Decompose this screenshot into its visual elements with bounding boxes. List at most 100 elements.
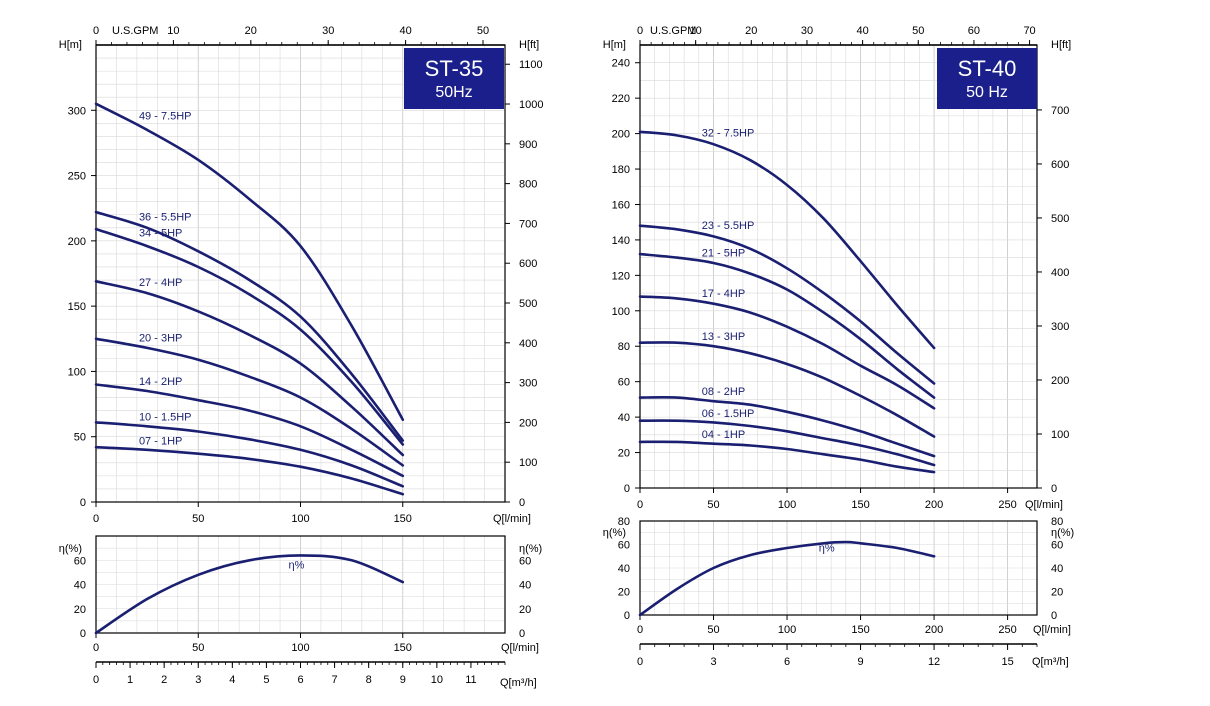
- series-label: 23 - 5.5HP: [702, 220, 755, 232]
- y-tick-label: 250: [68, 171, 86, 183]
- eff-tick-label: 20: [618, 587, 630, 599]
- curve-04-1HP: [638, 440, 936, 474]
- m3h-tick-label: 2: [161, 674, 167, 686]
- y-tick-label: 120: [612, 270, 630, 282]
- y2-tick-label: 100: [1051, 429, 1069, 441]
- m3h-tick-label: 8: [366, 674, 372, 686]
- eff-x-tick-label: 150: [394, 642, 412, 654]
- curve-17-4HP: [638, 295, 936, 410]
- y2-tick-label: 0: [1051, 483, 1057, 495]
- series-label: 17 - 4HP: [702, 288, 745, 300]
- eff-x-tick-label: 0: [637, 624, 643, 636]
- top-tick-label: 60: [968, 25, 980, 37]
- top-tick-label: 20: [245, 25, 257, 37]
- m3h-tick-label: 11: [465, 674, 476, 686]
- eff-x-tick-label: 250: [998, 624, 1016, 636]
- y2-tick-label: 600: [1051, 159, 1069, 171]
- y-tick-label: 50: [74, 432, 86, 444]
- y2-tick-label: 600: [519, 258, 537, 270]
- y-tick-label: 100: [612, 306, 630, 318]
- x-tick-label: 50: [192, 513, 204, 525]
- eff-tick-label: 20: [1051, 587, 1063, 599]
- efficiency-label: η%: [819, 543, 835, 555]
- eff-tick-label: 40: [618, 563, 630, 575]
- x-tick-label: 250: [998, 499, 1016, 511]
- model-badge: [404, 48, 504, 109]
- y2-tick-label: 300: [1051, 321, 1069, 333]
- x-axis-label: Q[l/min]: [493, 513, 531, 525]
- m3h-tick-label: 3: [195, 674, 201, 686]
- top-tick-label: 20: [745, 25, 757, 37]
- m3h-tick-label: 6: [297, 674, 303, 686]
- eff-tick-label: 0: [624, 610, 630, 622]
- top-axis-label: U.S.GPM: [650, 25, 696, 37]
- y2-tick-label: 100: [519, 457, 537, 469]
- series-label: 06 - 1.5HP: [702, 408, 755, 420]
- m3h-tick-label: 9: [400, 674, 406, 686]
- top-tick-label: 40: [399, 25, 411, 37]
- m3h-tick-label: 6: [784, 656, 790, 668]
- eff-x-tick-label: 50: [707, 624, 719, 636]
- y2-tick-label: 400: [1051, 267, 1069, 279]
- efficiency-curve: [638, 540, 936, 617]
- eff-x-tick-label: 150: [851, 624, 869, 636]
- top-axis-label: U.S.GPM: [112, 25, 158, 37]
- y-tick-label: 220: [612, 93, 630, 105]
- y-tick-label: 100: [68, 366, 86, 378]
- y2-tick-label: 300: [519, 378, 537, 390]
- curve-14-2HP: [94, 383, 405, 478]
- model-name: ST-35: [425, 56, 484, 81]
- curve-20-3HP: [94, 337, 405, 467]
- y2-tick-label: 500: [1051, 213, 1069, 225]
- y2-tick-label: 0: [519, 497, 525, 509]
- eff-tick-label: 20: [519, 604, 531, 616]
- m3h-tick-label: 7: [332, 674, 338, 686]
- curve-13-3HP: [638, 341, 936, 438]
- top-tick-label: 30: [801, 25, 813, 37]
- eff-x-axis-label: Q[l/min]: [1033, 624, 1071, 636]
- x-tick-label: 150: [394, 513, 412, 525]
- x-tick-label: 100: [291, 513, 309, 525]
- eff-tick-label: 60: [519, 555, 531, 567]
- efficiency-frame: [639, 520, 1038, 616]
- y-axis-label: H[m]: [59, 39, 82, 51]
- curve-49-7-5HP: [94, 102, 405, 421]
- y2-tick-label: 700: [1051, 105, 1069, 117]
- series-label: 08 - 2HP: [702, 386, 745, 398]
- y2-axis-label: H[ft]: [1051, 39, 1071, 51]
- eff-tick-label: 40: [1051, 563, 1063, 575]
- y-tick-label: 0: [80, 497, 86, 509]
- eff-tick-label: 40: [519, 580, 531, 592]
- m3h-tick-label: 10: [431, 674, 443, 686]
- m3h-tick-label: 9: [857, 656, 863, 668]
- series-label: 34 - 5HP: [139, 227, 182, 239]
- y2-tick-label: 200: [519, 417, 537, 429]
- x-tick-label: 0: [637, 499, 643, 511]
- model-frequency: 50Hz: [435, 84, 472, 101]
- y2-tick-label: 200: [1051, 375, 1069, 387]
- series-label: 07 - 1HP: [139, 435, 182, 447]
- top-tick-label: 70: [1023, 25, 1035, 37]
- st40-chart: 020406080100120140160180200220240H[m]010…: [603, 25, 1074, 668]
- series-label: 04 - 1HP: [702, 429, 745, 441]
- y-tick-label: 80: [618, 341, 630, 353]
- y2-tick-label: 700: [519, 218, 537, 230]
- curve-21-5HP: [638, 252, 936, 399]
- y2-tick-label: 1100: [519, 59, 543, 71]
- series-label: 14 - 2HP: [139, 376, 182, 388]
- curve-07-1HP: [94, 445, 405, 496]
- y2-tick-label: 500: [519, 298, 537, 310]
- series-label: 20 - 3HP: [139, 332, 182, 344]
- curve-34-5HP: [94, 227, 405, 446]
- top-tick-label: 50: [912, 25, 924, 37]
- top-tick-label: 0: [93, 25, 99, 37]
- m3h-axis-label: Q[m³/h]: [1032, 656, 1069, 668]
- model-frequency: 50 Hz: [966, 84, 1008, 101]
- eff-x-tick-label: 100: [778, 624, 796, 636]
- x-axis-label: Q[l/min]: [1025, 499, 1063, 511]
- eff-tick-label: 0: [80, 628, 86, 640]
- x-tick-label: 0: [93, 513, 99, 525]
- model-badge: [937, 48, 1037, 109]
- eff-tick-label: 60: [618, 540, 630, 552]
